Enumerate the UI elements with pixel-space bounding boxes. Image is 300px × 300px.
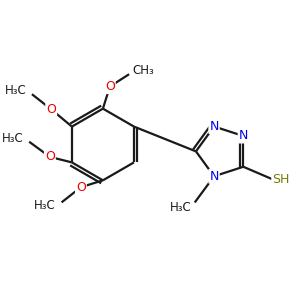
Text: SH: SH [272, 173, 290, 186]
Text: O: O [45, 150, 55, 164]
Text: H₃C: H₃C [34, 199, 56, 212]
Text: N: N [209, 120, 219, 133]
Text: H₃C: H₃C [169, 202, 191, 214]
Text: O: O [105, 80, 115, 93]
Text: H₃C: H₃C [5, 84, 26, 97]
Text: N: N [238, 130, 248, 142]
Text: O: O [46, 103, 56, 116]
Text: CH₃: CH₃ [133, 64, 154, 77]
Text: O: O [76, 181, 86, 194]
Text: H₃C: H₃C [2, 132, 24, 145]
Text: N: N [209, 170, 219, 183]
